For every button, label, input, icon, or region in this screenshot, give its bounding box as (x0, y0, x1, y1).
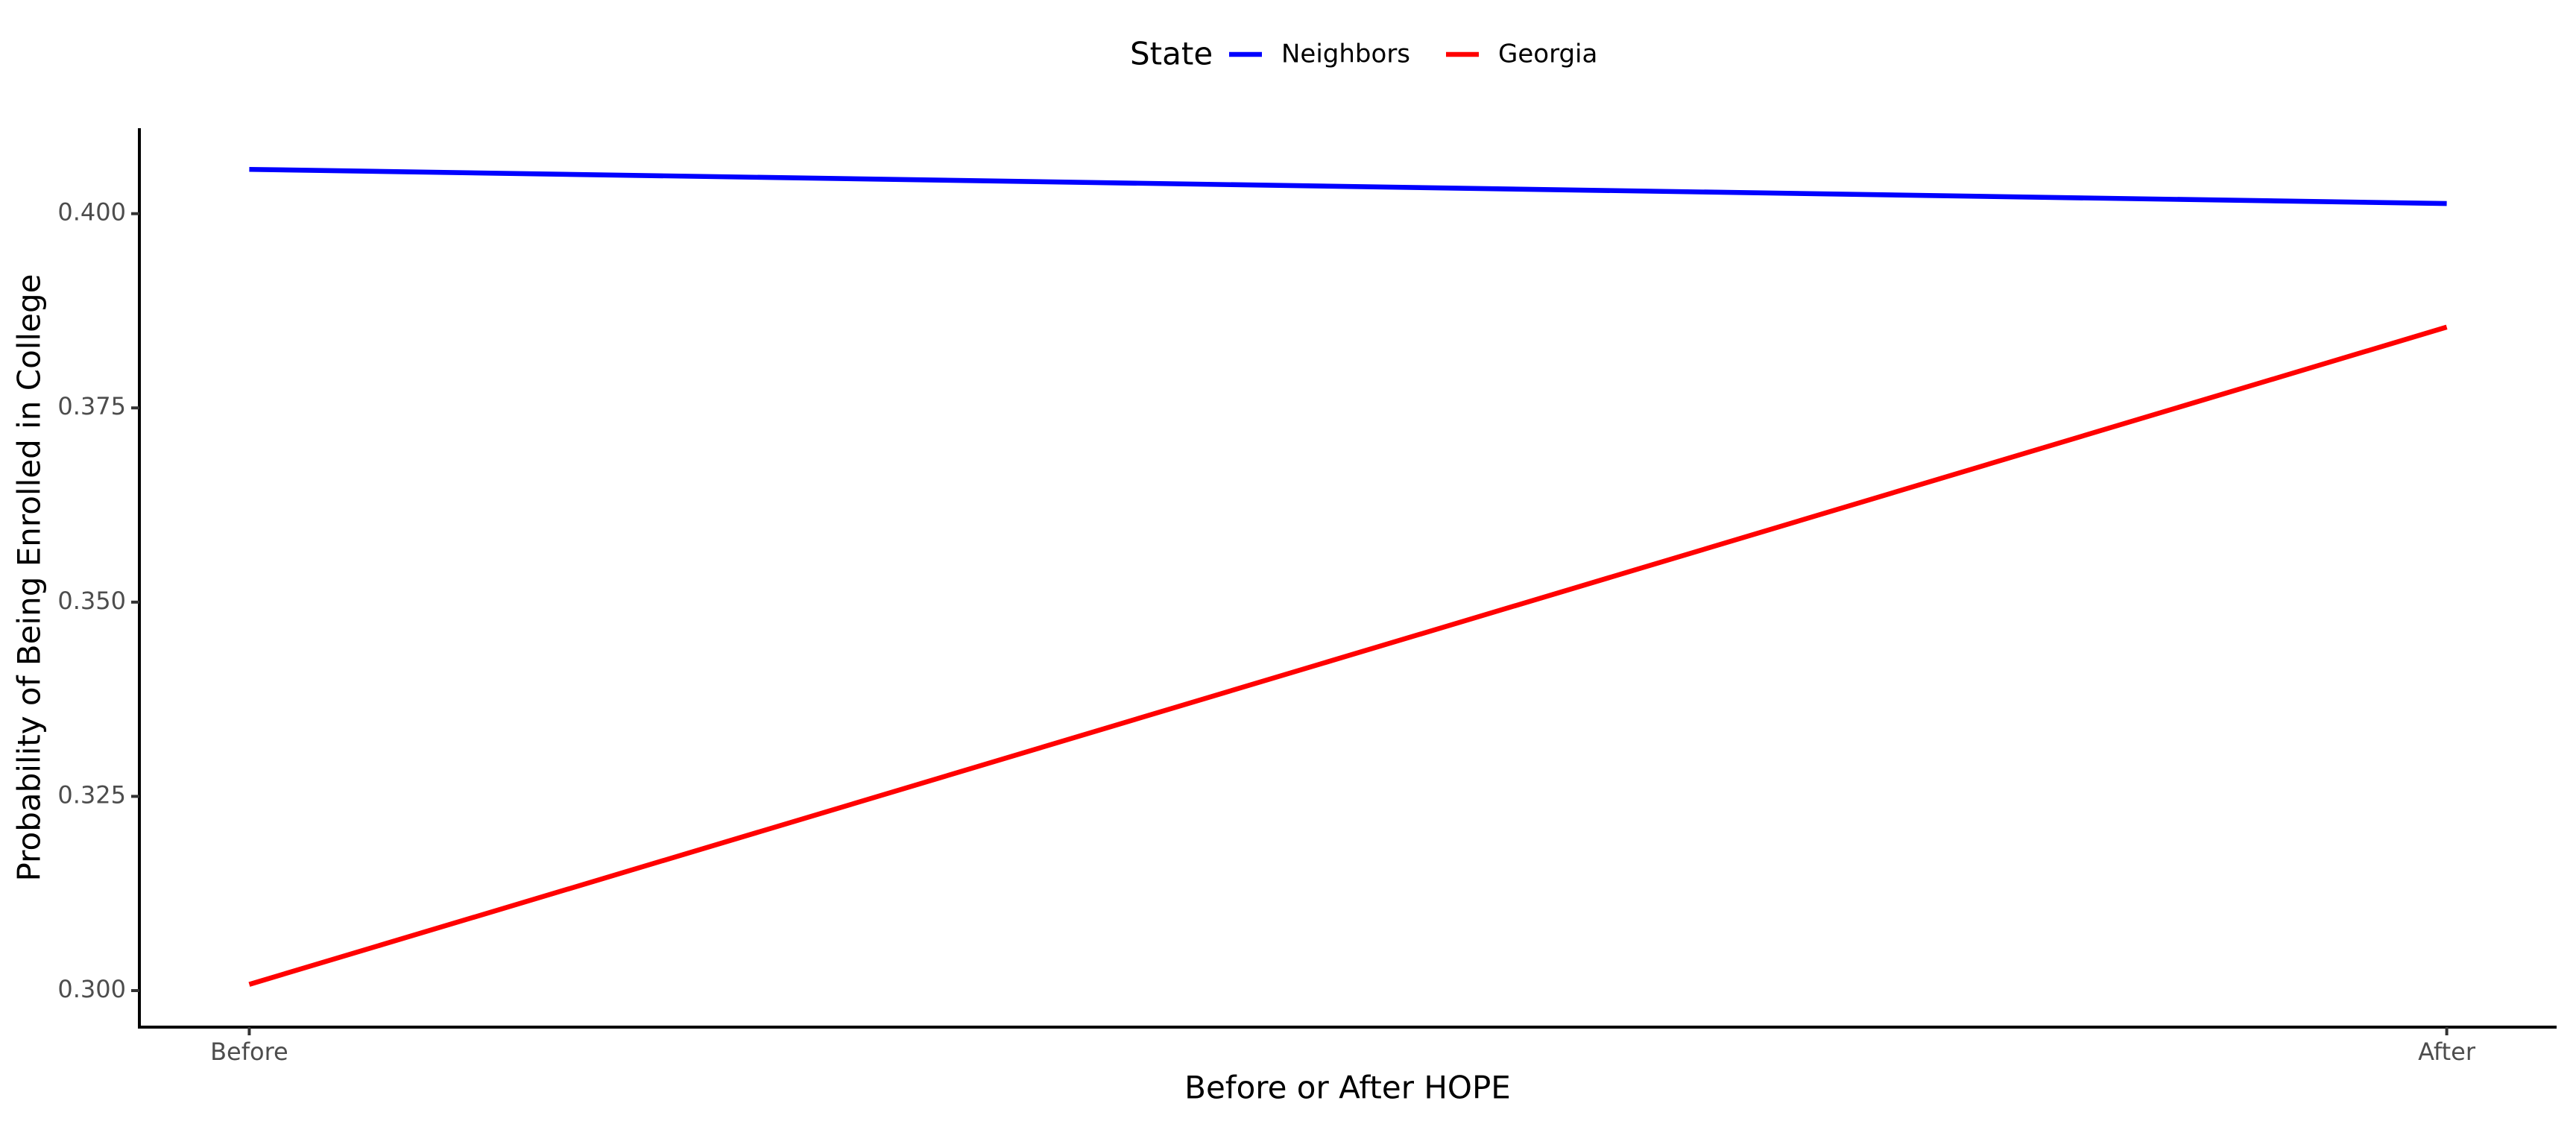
y-tick-label: 0.400 (57, 198, 126, 227)
legend-label: Neighbors (1281, 40, 1410, 69)
x-axis-title: Before or After HOPE (1184, 1070, 1511, 1106)
y-tick-label: 0.300 (57, 975, 126, 1003)
line-series (248, 324, 2448, 987)
y-tick-label: 0.350 (57, 587, 126, 615)
y-tick-label: 0.375 (57, 392, 126, 420)
y-tick-label: 0.325 (57, 780, 126, 809)
x-tick-label: Before (210, 1038, 288, 1066)
legend-title: State (1130, 36, 1213, 72)
legend-label: Georgia (1498, 40, 1597, 69)
y-axis-title: Probability of Being Enrolled in College (11, 274, 48, 882)
line-series (249, 166, 2447, 206)
x-tick-label: After (2418, 1038, 2476, 1066)
